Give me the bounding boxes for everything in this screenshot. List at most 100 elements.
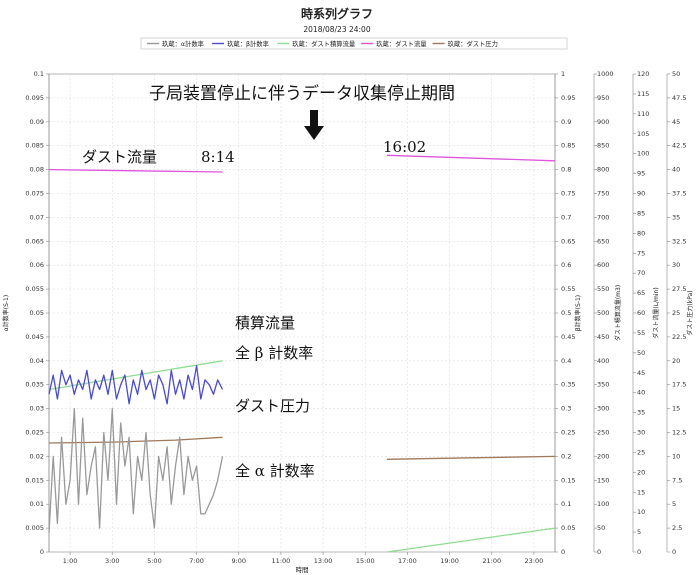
tick-label: 0.05 [561,524,575,532]
tick-label: 400 [597,357,609,365]
tick-label: 0.45 [561,333,575,341]
tick-label: 95 [637,170,645,178]
tick-label: 0.065 [25,237,44,245]
tick-label: 42.5 [672,142,686,150]
resume-time-annotation: 16:02 [383,138,426,156]
pressure-annotation: ダスト圧力 [235,397,310,415]
tick-label: 65 [637,289,645,297]
tick-label: 600 [597,261,609,269]
tick-label: 0.09 [30,118,44,126]
x-axis: 1:00 3:00 5:00 7:00 9:00 11:00 13:00 15:00 17:00… [63,552,543,565]
tick-label: 0.95 [561,94,575,102]
legend-box [140,37,568,50]
legend-item: 玖蔵：β計数率 [212,39,269,48]
tick-label: 1000 [597,70,614,78]
tick-label: 100 [597,500,609,508]
series-line [386,527,556,553]
tick-label: 10 [672,452,680,460]
tick-label: 50 [672,70,680,78]
x-tick-label: 15:00 [356,557,375,565]
tick-label: 0.095 [25,94,44,102]
tick-label: 105 [637,130,649,138]
x-tick-label: 7:00 [189,557,204,565]
tick-label: 0.04 [30,357,44,365]
tick-label: 500 [597,309,609,317]
x-tick-label: 3:00 [105,557,120,565]
x-tick-label: 17:00 [398,557,417,565]
pressure-axis: 0 2.5 5 7.5 10 12.5 15 17.5 20 22.5 25 27.5 30 32.5 35… [666,70,686,556]
series-line [48,168,223,173]
x-tick-label: 19:00 [440,557,459,565]
tick-label: 0.85 [561,142,575,150]
tick-label: 0.5 [561,309,571,317]
tick-label: 250 [597,429,609,437]
tick-label: 0.06 [30,261,44,269]
tick-label: 70 [637,269,645,277]
tick-label: 17.5 [672,381,686,389]
stop-time-annotation: 8:14 [201,148,235,166]
tick-label: 0.1 [34,70,44,78]
legend-item: 玖蔵：α計数率 [147,39,204,48]
tick-label: 0.03 [30,405,44,413]
legend-label: 玖蔵：ダスト積算流量 [292,39,356,48]
tick-label: 35 [672,213,680,221]
legend-item: 玖蔵：ダスト流量 [361,39,427,48]
tick-label: 350 [597,381,609,389]
x-tick-label: 5:00 [147,557,162,565]
gap-annotation: 子局装置停止に伴うデータ収集停止期間 [149,83,455,104]
integrated-flow-axis: 0 50 100 150 200 250 300 350 400 450 500 550 600 650 7… [593,70,614,556]
tick-label: 20 [637,468,645,476]
tick-label: 0.07 [30,213,44,221]
tick-label: 0.015 [25,476,44,484]
tick-label: 75 [637,249,645,257]
tick-label: 0.1 [561,500,571,508]
series-line [48,360,223,391]
tick-label: 200 [597,452,609,460]
tick-label: 0 [40,548,44,556]
tick-label: 22.5 [672,333,686,341]
tick-label: 450 [597,333,609,341]
tick-label: 47.5 [672,94,686,102]
tick-label: 100 [637,150,649,158]
x-tick-label: 11:00 [272,557,291,565]
tick-label: 80 [637,229,645,237]
tick-label: 0.025 [25,429,44,437]
tick-label: 0.15 [561,476,575,484]
series-layer [48,154,556,553]
beta-annotation: 全 β 計数率 [235,344,313,362]
beta-axis: 0 0.05 0.1 0.15 0.2 0.25 0.3 0.35 0.4 0.45 0.5 0.55… [554,70,575,556]
tick-label: 950 [597,94,609,102]
tick-label: 0.05 [30,309,44,317]
left-axis: 0 0.005 0.01 0.015 0.02 0.025 0.03 0.035 0.04 0.0… [25,70,50,556]
tick-label: 0.075 [25,190,44,198]
tick-label: 12.5 [672,429,686,437]
tick-label: 115 [637,90,649,98]
tick-label: 0.25 [561,429,575,437]
legend-label: 玖蔵：β計数率 [227,39,269,48]
tick-label: 0 [597,548,601,556]
tick-label: 650 [597,237,609,245]
tick-label: 0.01 [30,500,44,508]
tick-label: 0.4 [561,357,571,365]
series-line [48,407,224,533]
y-axis-r4-label: ダスト圧力(kPa) [686,290,694,335]
tick-label: 90 [637,190,645,198]
tick-label: 45 [672,118,680,126]
flow-annotation: ダスト流量 [82,148,157,166]
tick-label: 1 [561,70,565,78]
tick-label: 0 [561,548,565,556]
tick-label: 0.7 [561,213,571,221]
integrated-annotation: 積算流量 [235,314,295,332]
tick-label: 15 [672,405,680,413]
tick-label: 550 [597,285,609,293]
tick-label: 30 [672,261,680,269]
chart-subtitle: 2018/08/23 24:00 [303,25,370,34]
legend: 玖蔵：α計数率 玖蔵：β計数率 玖蔵：ダスト積算流量 玖蔵：ダスト流量 玖蔵：ダスト圧力 [140,37,568,50]
legend-label: 玖蔵：ダスト流量 [376,39,427,48]
tick-label: 0.65 [561,237,575,245]
tick-label: 0.08 [30,166,44,174]
chart-title: 時系列グラフ [301,6,373,21]
alpha-annotation: 全 α 計数率 [235,462,315,480]
tick-label: 45 [637,369,645,377]
y-axis-r1-label: β計数率(S-1) [574,295,582,331]
